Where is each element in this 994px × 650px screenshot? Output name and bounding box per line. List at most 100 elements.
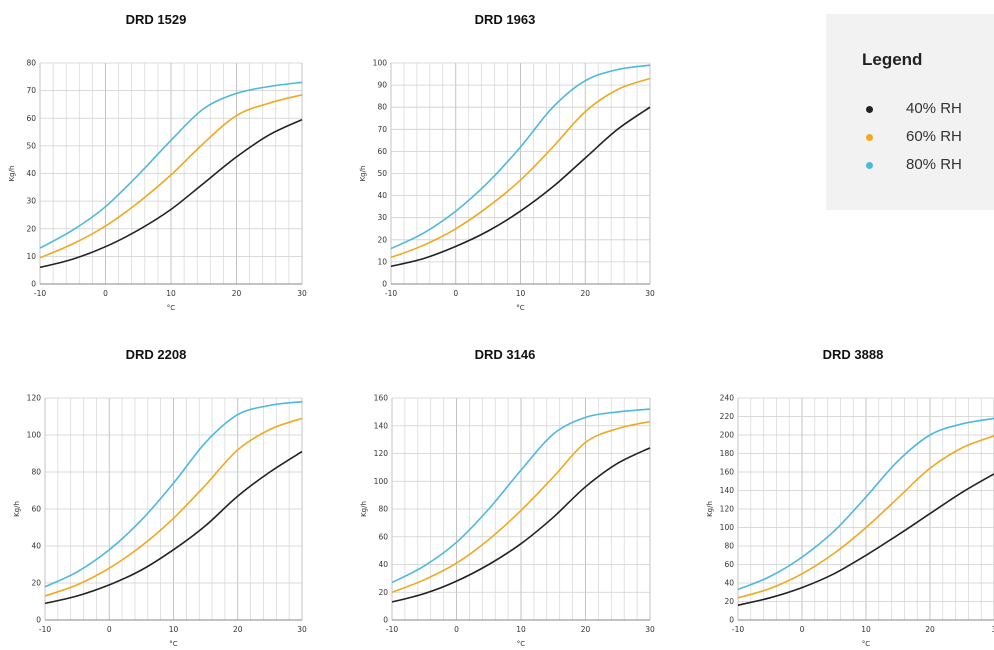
y-axis-label: Kg/h [13,501,21,517]
x-tick-label: -10 [34,289,46,298]
y-tick-label: 50 [377,169,387,178]
x-tick-label: 10 [516,625,526,634]
chart-title-drd-2208: DRD 2208 [125,347,187,362]
y-tick-label: 50 [26,141,36,150]
y-tick-label: 80 [724,542,734,551]
y-tick-label: 30 [26,197,36,206]
x-axis-label: °C [517,640,526,648]
y-tick-label: 60 [377,147,387,156]
y-tick-label: 100 [27,431,42,440]
legend-dot-40rh [866,106,873,113]
y-tick-label: 80 [31,468,41,477]
y-axis-label: Kg/h [706,501,714,517]
y-tick-label: 20 [31,579,41,588]
y-tick-label: 20 [378,588,388,597]
x-tick-label: -10 [732,625,744,634]
chart-title-drd-1529: DRD 1529 [125,12,187,27]
y-tick-label: 100 [720,523,735,532]
y-tick-label: 100 [373,59,388,68]
grid-drd-1529 [39,62,303,285]
y-tick-label: 70 [377,125,387,134]
y-tick-label: 240 [720,394,735,403]
series-line-80-rh [391,408,651,584]
chart-title-drd-1963: DRD 1963 [474,12,536,27]
series-line-60-rh [391,420,651,594]
x-tick-label: 10 [516,289,526,298]
x-tick-label: 0 [103,289,108,298]
legend-label-60rh: 60% RH [906,128,962,145]
legend-dot-80rh [866,162,873,169]
chart-title-drd-3146: DRD 3146 [474,347,536,362]
grid-drd-2208 [44,397,303,621]
x-tick-label: 10 [169,625,179,634]
x-tick-label: 0 [800,625,805,634]
x-axis-label: °C [516,304,525,312]
y-tick-label: 70 [26,86,36,95]
y-tick-label: 0 [382,280,387,289]
x-tick-label: 20 [925,625,935,634]
x-tick-label: 10 [861,625,871,634]
x-tick-label: -10 [39,625,51,634]
y-tick-label: 140 [720,486,735,495]
y-tick-label: 100 [374,477,389,486]
y-axis-label: Kg/h [359,166,367,182]
y-tick-label: 40 [724,579,734,588]
grid-drd-3146 [391,397,651,621]
y-tick-label: 60 [724,560,734,569]
series-line-80-rh [39,81,303,249]
y-tick-label: 20 [377,235,387,244]
y-tick-label: 90 [377,81,387,90]
x-tick-label: -10 [385,289,397,298]
y-axis-label: Kg/h [360,501,368,517]
legend-label-40rh: 40% RH [906,100,962,117]
series-line-80-rh [44,400,303,588]
grid-drd-3888 [737,397,994,621]
y-tick-label: 40 [378,560,388,569]
y-tick-label: 200 [720,431,735,440]
x-tick-label: 0 [453,289,458,298]
legend-label-80rh: 80% RH [906,156,962,173]
y-tick-label: 10 [26,252,36,261]
x-tick-label: 20 [232,289,242,298]
y-tick-label: 30 [377,213,387,222]
x-tick-label: 30 [297,289,307,298]
y-tick-label: 220 [720,412,735,421]
series-line-80-rh [390,64,651,250]
y-tick-label: 160 [720,468,735,477]
series-line-60-rh [39,94,303,259]
x-tick-label: 30 [645,625,655,634]
x-tick-label: 10 [166,289,176,298]
series-line-40-rh [391,447,651,603]
y-tick-label: 120 [374,449,389,458]
y-tick-label: 160 [374,394,389,403]
chart-title-drd-3888: DRD 3888 [822,347,884,362]
y-tick-label: 80 [378,505,388,514]
x-tick-label: 20 [233,625,243,634]
y-tick-label: 10 [377,257,387,266]
y-tick-label: 60 [31,505,41,514]
x-tick-label: 0 [454,625,459,634]
series-line-40-rh [44,450,303,605]
grid-drd-1963 [390,62,651,285]
x-axis-label: °C [169,640,178,648]
series-line-40-rh [39,118,303,269]
y-tick-label: 40 [377,191,387,200]
legend: Legend 40% RH 60% RH 80% RH [826,14,994,210]
y-tick-label: 80 [377,103,387,112]
series-line-60-rh [44,417,303,597]
legend-dot-60rh [866,134,873,141]
x-tick-label: 30 [645,289,655,298]
x-tick-label: -10 [386,625,398,634]
series-line-40-rh [390,106,651,268]
y-tick-label: 60 [378,532,388,541]
y-tick-label: 140 [374,421,389,430]
x-axis-label: °C [167,304,176,312]
x-tick-label: 20 [581,625,591,634]
series-line-60-rh [390,77,651,259]
y-tick-label: 0 [31,280,36,289]
series-line-60-rh [737,435,994,599]
legend-title: Legend [862,50,923,69]
y-axis-label: Kg/h [8,166,16,182]
x-tick-label: 20 [580,289,590,298]
x-tick-label: 0 [107,625,112,634]
